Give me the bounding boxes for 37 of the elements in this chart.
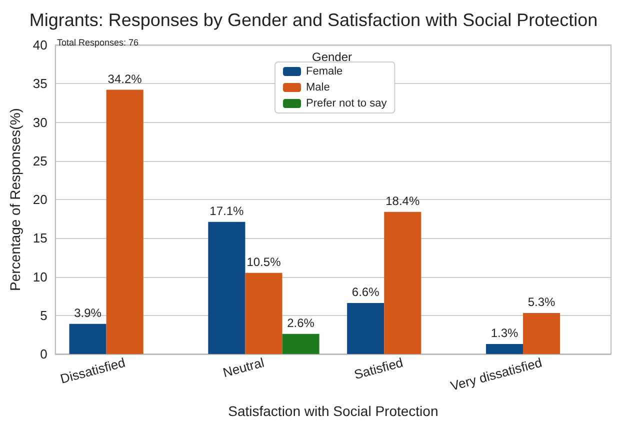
data-label: 18.4% bbox=[386, 194, 420, 208]
bar bbox=[208, 222, 246, 354]
y-axis-title: Percentage of Responses(%) bbox=[7, 108, 23, 291]
data-label: 1.3% bbox=[490, 326, 519, 340]
legend-label: Male bbox=[306, 82, 330, 94]
y-tick-label: 0 bbox=[40, 346, 48, 362]
bar bbox=[106, 90, 144, 354]
bar bbox=[486, 344, 524, 354]
y-tick-label: 15 bbox=[32, 230, 48, 246]
bar bbox=[347, 303, 384, 354]
data-label: 6.6% bbox=[352, 285, 380, 300]
y-tick-label: 5 bbox=[40, 308, 48, 323]
bar bbox=[282, 334, 320, 354]
data-label: 34.2% bbox=[108, 72, 142, 86]
annotation: Total Responses: 76 bbox=[57, 38, 139, 48]
data-label: 5.3% bbox=[528, 295, 556, 310]
x-axis-title: Satisfaction with Social Protection bbox=[228, 403, 438, 419]
legend-title: Gender bbox=[312, 50, 352, 64]
legend-label: Prefer not to say bbox=[306, 98, 388, 110]
data-label: 3.9% bbox=[74, 306, 102, 320]
bar bbox=[384, 212, 422, 354]
y-tick-label: 35 bbox=[32, 76, 48, 92]
bar bbox=[69, 324, 106, 354]
bar bbox=[245, 272, 282, 354]
y-tick-label: 40 bbox=[32, 38, 48, 52]
data-label: 2.6% bbox=[287, 316, 315, 330]
x-tick-label: Neutral bbox=[221, 354, 266, 380]
y-tick-label: 30 bbox=[32, 114, 48, 130]
bar bbox=[523, 313, 560, 354]
y-tick-label: 25 bbox=[32, 153, 48, 168]
data-label: 17.1% bbox=[210, 204, 244, 218]
data-label: 10.5% bbox=[246, 254, 282, 269]
y-tick-label: 20 bbox=[32, 192, 48, 207]
chart-title: Migrants: Responses by Gender and Satisfaction with Social Protection bbox=[29, 10, 598, 30]
y-tick-label: 10 bbox=[32, 269, 48, 284]
x-tick-label: Satisfied bbox=[352, 354, 405, 382]
legend-label: Female bbox=[306, 66, 343, 78]
